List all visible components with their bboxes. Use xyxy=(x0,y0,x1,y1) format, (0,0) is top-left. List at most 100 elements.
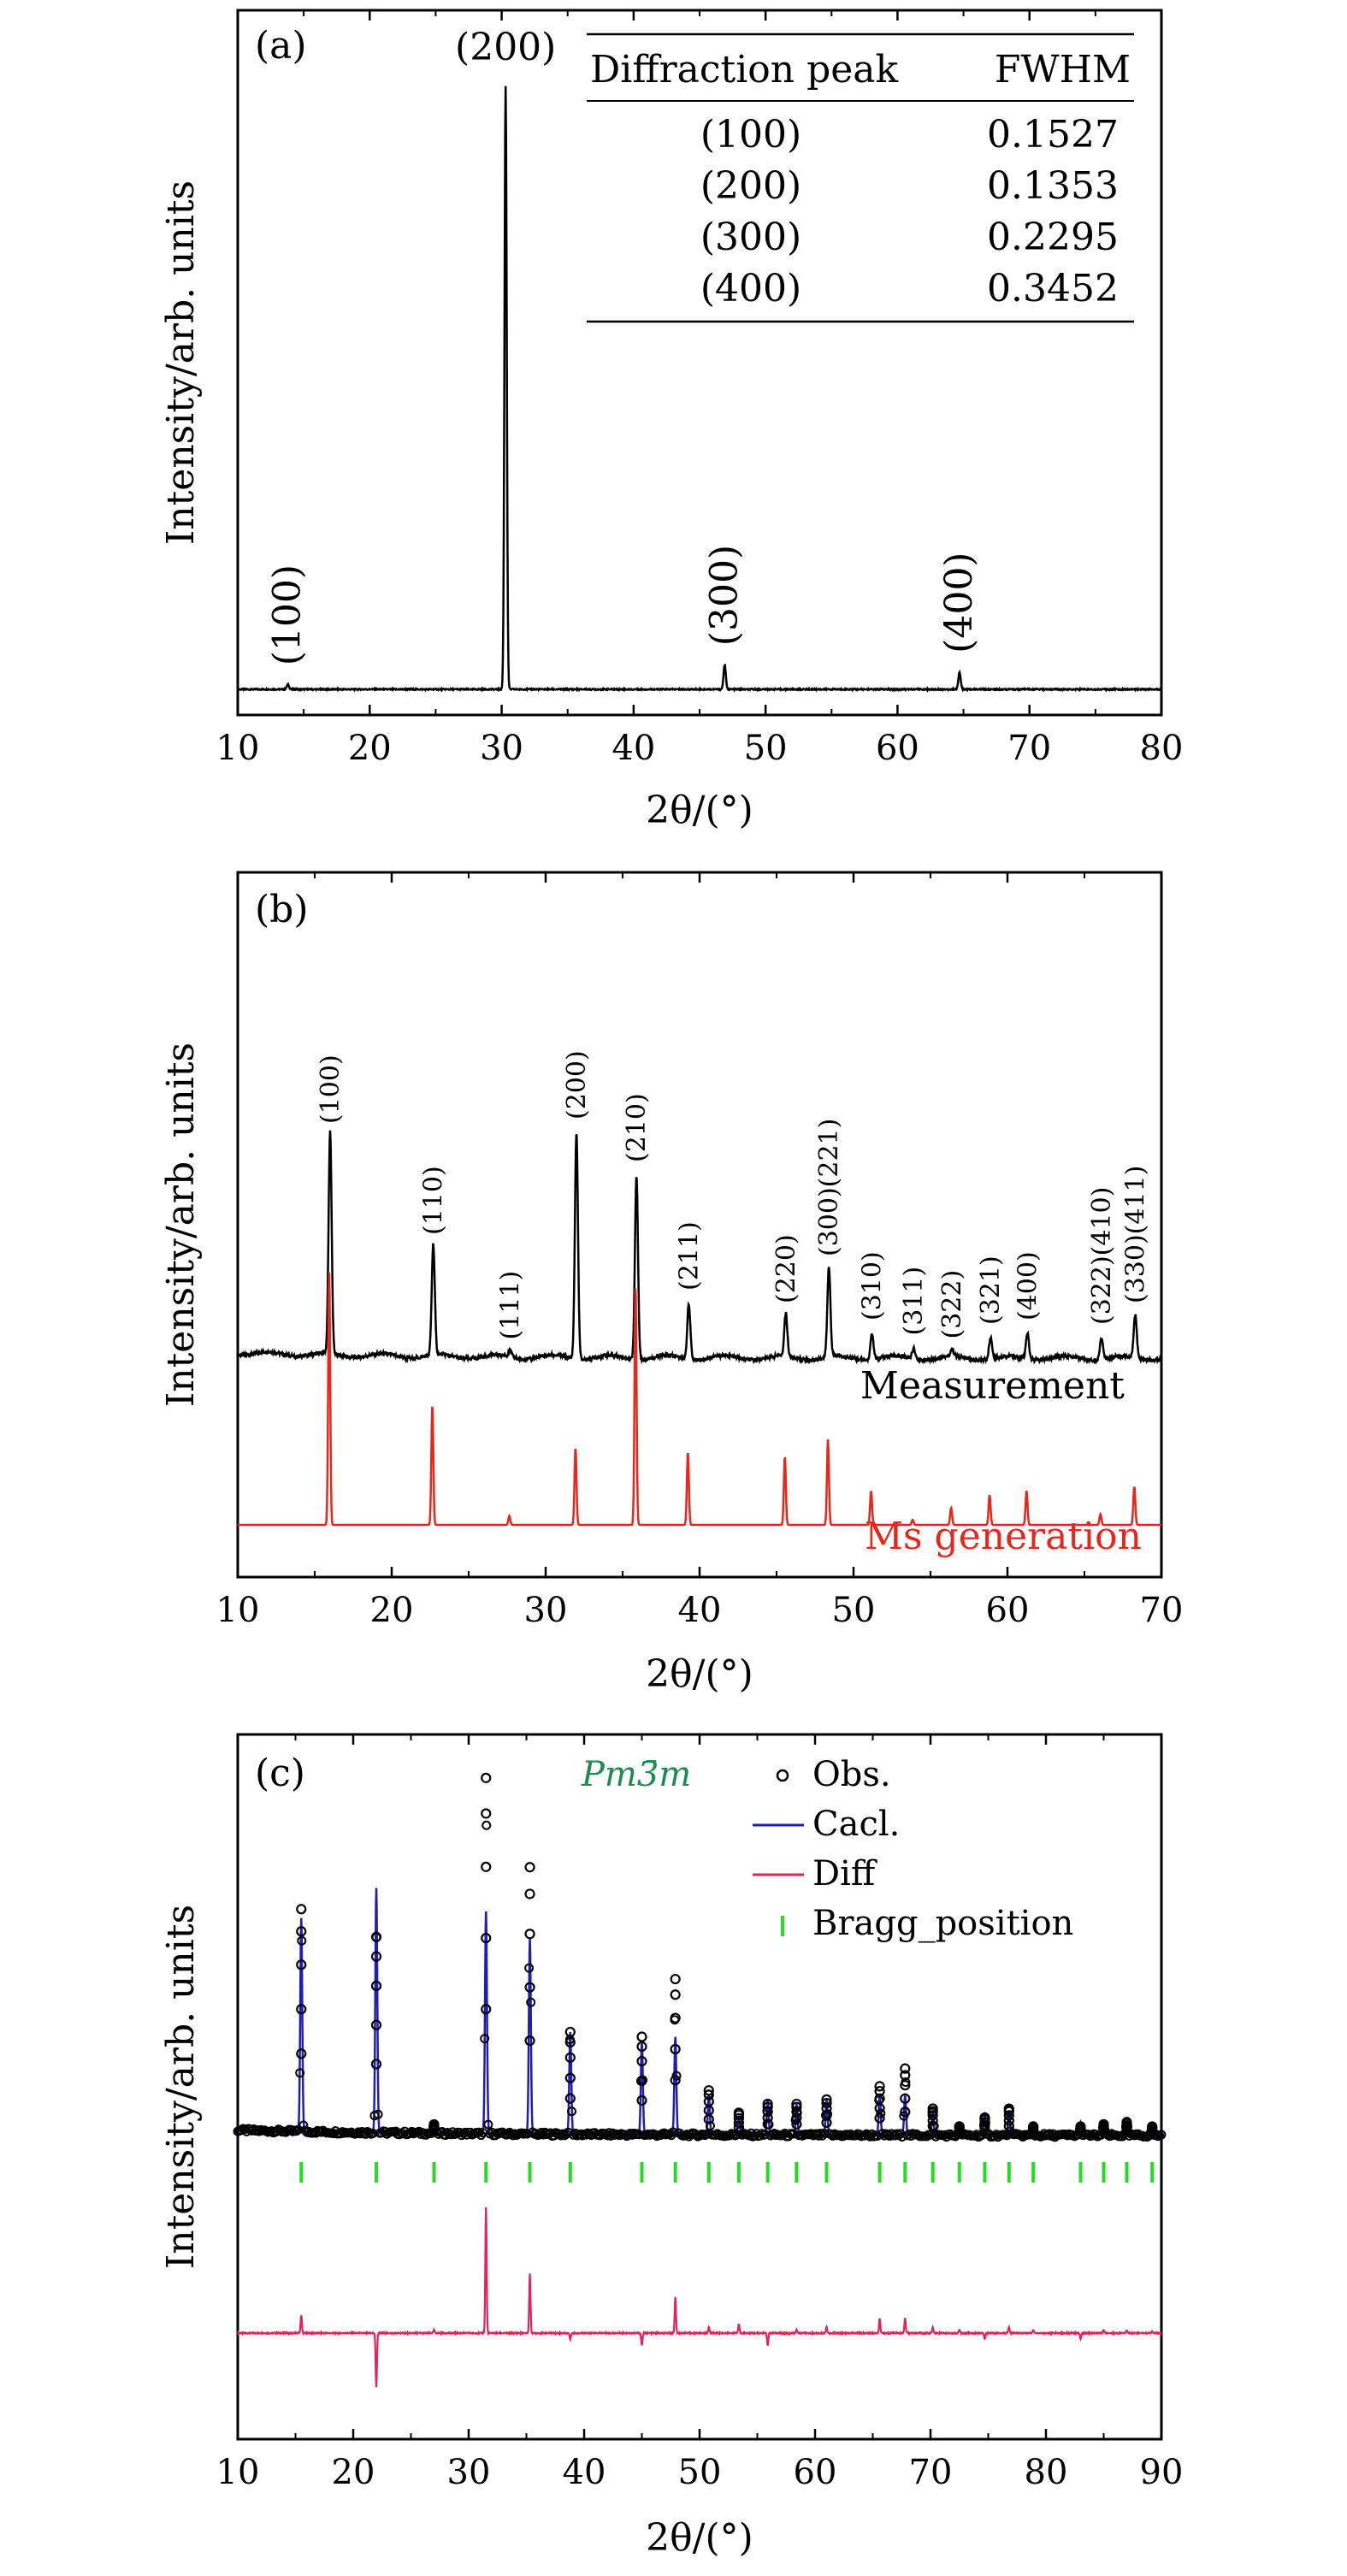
observed-point xyxy=(295,2068,305,2078)
peak-label: (100) xyxy=(266,564,310,665)
observed-point xyxy=(481,1820,492,1830)
observed-point xyxy=(791,2112,802,2124)
fwhm-table: Diffraction peak FWHM (100) 0.1527 (200)… xyxy=(587,32,1134,323)
table-cell-hkl: (400) xyxy=(700,267,801,310)
observed-point xyxy=(927,2103,938,2114)
peak-label: (111) xyxy=(496,1271,526,1340)
observed-point xyxy=(670,1989,681,2000)
table-row: (400) 0.3452 xyxy=(700,267,1119,310)
phase-label: Pm3̄m xyxy=(581,1755,691,1794)
observed-point xyxy=(564,2072,576,2083)
panel-a-x-tick-label: 40 xyxy=(611,729,655,768)
peak-label: (322)(410) xyxy=(1087,1187,1117,1325)
panel-c-title: (c) xyxy=(255,1752,305,1795)
observed-point xyxy=(524,1862,535,1873)
panel-b-y-axis-label: Intensity/arb. units xyxy=(159,1043,203,1407)
observed-point xyxy=(1003,2103,1014,2114)
table-cell-hkl: (300) xyxy=(700,216,801,259)
panel-c-legend: Pm3̄m Obs. Cacl. Diff Bragg_position xyxy=(581,1755,1073,1943)
panel-a-title: (a) xyxy=(255,24,307,68)
panel-c-x-ticks xyxy=(236,1734,1163,2439)
observed-point xyxy=(564,2036,576,2047)
observed-point xyxy=(292,2126,302,2136)
observed-point xyxy=(821,2094,832,2106)
panel-b-x-tick-label: 70 xyxy=(1140,1591,1184,1630)
observed-point xyxy=(705,2121,715,2131)
panel-b-x-tick-label: 20 xyxy=(370,1591,414,1630)
observed-point xyxy=(298,2120,309,2130)
peak-label: (400) xyxy=(937,552,981,653)
observed-point xyxy=(480,2034,490,2044)
observed-point xyxy=(821,2097,832,2109)
observed-point xyxy=(791,2118,802,2130)
observed-point xyxy=(757,2129,767,2139)
observed-point xyxy=(483,2119,493,2130)
panel-b-title: (b) xyxy=(255,888,309,931)
panel-b-x-ticks xyxy=(236,872,1163,1577)
panel-c-x-tick-label: 20 xyxy=(332,2453,375,2492)
peak-label: (310) xyxy=(858,1251,888,1320)
observed-point xyxy=(874,2112,885,2124)
observed-point xyxy=(428,2118,440,2130)
peak-label: (110) xyxy=(419,1166,449,1235)
observed-point xyxy=(526,1997,536,2007)
observed-point xyxy=(481,1772,492,1783)
observed-point xyxy=(636,2056,647,2067)
observed-point xyxy=(703,2089,714,2100)
ms-generation-label: Ms generation xyxy=(865,1515,1142,1558)
panel-a: (a) 10 20 30 40 50 60 70 80 (100) (200) (300) (400… xyxy=(159,9,1183,832)
observed-point xyxy=(524,2035,535,2047)
observed-point xyxy=(755,2130,765,2141)
observed-point xyxy=(1147,2121,1158,2132)
panel-c-x-tick-label: 50 xyxy=(678,2453,722,2492)
table-header-fwhm: FWHM xyxy=(995,48,1131,92)
legend-calc-label: Cacl. xyxy=(812,1805,900,1844)
observed-point xyxy=(900,2063,911,2074)
peak-label: (300)(221) xyxy=(814,1119,844,1256)
observed-point xyxy=(874,2093,885,2104)
table-cell-hkl: (100) xyxy=(700,113,801,157)
observed-point xyxy=(927,2120,938,2131)
observed-point xyxy=(979,2112,990,2124)
observed-point xyxy=(762,2112,773,2124)
observed-point xyxy=(1156,2130,1167,2140)
panel-a-x-ticks xyxy=(236,10,1163,715)
observed-point xyxy=(900,2106,911,2118)
observed-point xyxy=(1098,2118,1109,2130)
observed-point xyxy=(900,2080,911,2091)
observed-point xyxy=(874,2086,885,2097)
observed-point xyxy=(979,2124,990,2135)
panel-a-x-tick-label: 50 xyxy=(744,729,788,768)
observed-point xyxy=(564,2052,576,2063)
peak-label: (211) xyxy=(674,1221,704,1291)
observed-point xyxy=(762,2098,773,2110)
peak-label: (400) xyxy=(1013,1251,1043,1320)
legend-obs-label: Obs. xyxy=(812,1755,891,1794)
observed-point xyxy=(869,2131,879,2142)
peak-label: (311) xyxy=(899,1267,929,1336)
panel-c-x-tick-label: 60 xyxy=(794,2453,837,2492)
panel-b-x-tick-label: 10 xyxy=(216,1591,260,1630)
panel-b-peak-labels: (100) (110) (111) (200) (210) (211) (220) (300)… xyxy=(316,1050,1150,1339)
panel-b-x-tick-label: 40 xyxy=(678,1591,722,1630)
panel-c-x-tick-labels: 10 20 30 40 50 60 70 80 90 xyxy=(216,2453,1184,2492)
legend-bragg-label: Bragg_position xyxy=(812,1904,1073,1943)
panel-a-x-tick-label: 70 xyxy=(1007,729,1051,768)
observed-point xyxy=(564,2026,576,2038)
observed-point xyxy=(524,1982,535,1993)
observed-point xyxy=(900,2093,911,2104)
legend-diff-label: Diff xyxy=(812,1854,877,1894)
observed-point xyxy=(636,2031,647,2042)
observed-point xyxy=(703,2096,714,2107)
peak-label: (300) xyxy=(702,545,746,646)
observed-points xyxy=(233,1772,1167,2142)
observed-point xyxy=(370,1931,382,1942)
observed-point xyxy=(703,2085,714,2096)
observed-point xyxy=(874,2103,885,2114)
observed-point xyxy=(370,2059,382,2070)
observed-point xyxy=(558,2129,568,2139)
observed-point xyxy=(636,2041,647,2053)
observed-point xyxy=(370,1951,382,1962)
panel-c-x-tick-label: 70 xyxy=(909,2453,953,2492)
panel-c-x-tick-label: 90 xyxy=(1140,2453,1184,2492)
